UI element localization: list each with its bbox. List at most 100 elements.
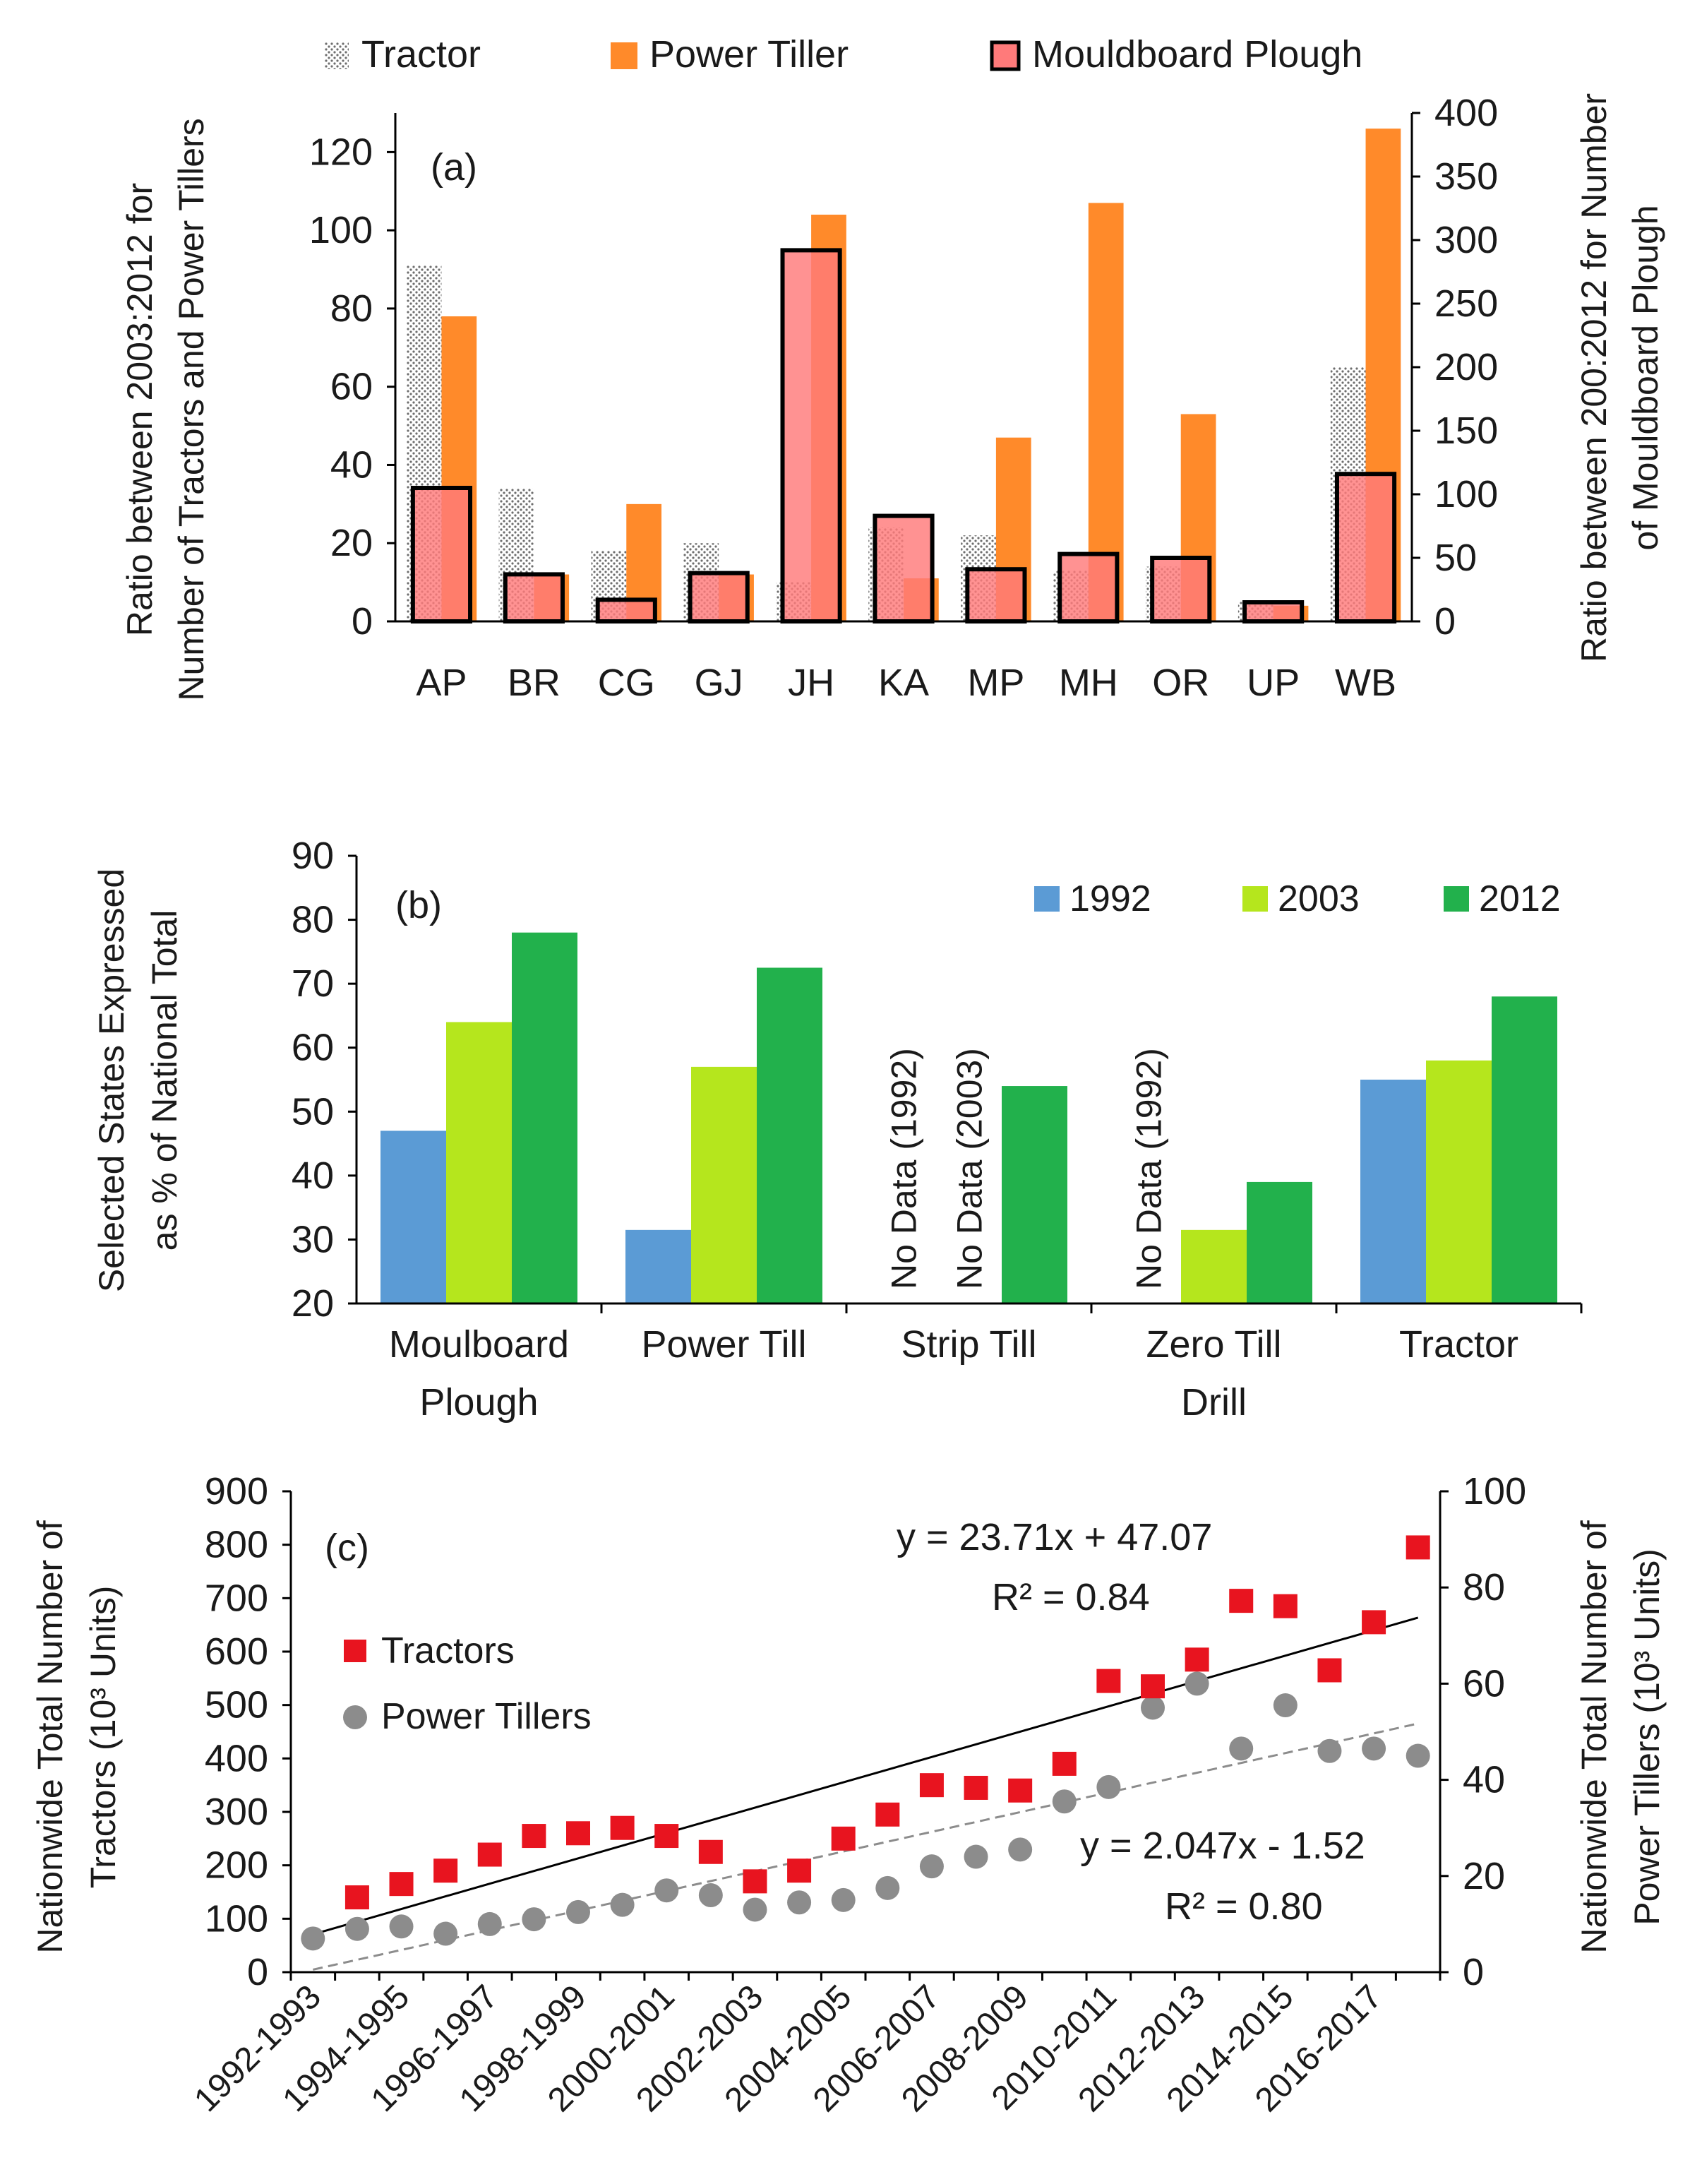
point-power-tillers-2015-2016 — [1317, 1738, 1342, 1763]
x-tick-moulboard-plough-line2: Plough — [419, 1381, 538, 1424]
bar-mouldboard-plough-mp — [965, 567, 1027, 624]
panel-b-y-label-line2: as % of National Total — [145, 910, 184, 1251]
point-tractors-2000-2001 — [654, 1824, 679, 1849]
y2-tick-250: 250 — [1434, 282, 1498, 325]
y2-tick-200: 200 — [1434, 346, 1498, 388]
y-tick-90: 90 — [292, 835, 334, 877]
point-tractors-2002-2003 — [743, 1869, 767, 1894]
y-tick-300: 300 — [205, 1791, 268, 1833]
y2-tick-0: 0 — [1463, 1951, 1484, 1993]
bar-mouldboard-plough-cg — [595, 597, 657, 624]
y-tick-50: 50 — [292, 1090, 334, 1133]
y-tick-80: 80 — [330, 287, 373, 330]
point-power-tillers-1997-1998 — [522, 1907, 546, 1932]
x-tick-tractor-line1: Tractor — [1399, 1323, 1518, 1366]
point-tractors-1996-1997 — [477, 1842, 502, 1867]
point-tractors-2014-2015 — [1273, 1594, 1298, 1618]
point-power-tillers-2006-2007 — [919, 1854, 944, 1879]
point-tractors-2005-2006 — [875, 1802, 900, 1827]
bar-mouldboard-plough-br — [503, 572, 565, 624]
x-tick-strip-till-line1: Strip Till — [901, 1323, 1036, 1366]
y-tick-100: 100 — [205, 1897, 268, 1940]
panel-a-bars — [406, 129, 1401, 624]
y-tick-20: 20 — [292, 1282, 334, 1325]
point-power-tillers-2001-2002 — [698, 1883, 723, 1908]
legend-swatch-2003 — [1242, 886, 1268, 912]
y2-tick-100: 100 — [1434, 473, 1498, 515]
tractors-trend-equation: y = 23.71x + 47.07 — [897, 1516, 1212, 1558]
point-tractors-2008-2009 — [1008, 1778, 1033, 1803]
y-tick-40: 40 — [330, 443, 373, 486]
y-tick-70: 70 — [292, 962, 334, 1005]
point-power-tillers-2014-2015 — [1273, 1693, 1298, 1718]
x-tick-gj: GJ — [695, 662, 743, 704]
point-tractors-2015-2016 — [1317, 1658, 1342, 1683]
x-tick-ka: KA — [878, 662, 929, 704]
bar-mouldboard-plough-wb — [1334, 472, 1397, 624]
x-tick-zero-till-drill-line2: Drill — [1181, 1381, 1247, 1424]
point-tractors-2010-2011 — [1096, 1669, 1121, 1693]
point-tractors-2013-2014 — [1229, 1589, 1254, 1613]
point-tractors-2001-2002 — [698, 1839, 723, 1864]
bar-mouldboard-plough-ka — [873, 513, 935, 623]
legend-label-tractors: Tractors — [381, 1630, 515, 1671]
bar-2003-moulboard-plough — [446, 1022, 512, 1303]
x-tick-ap: AP — [416, 662, 467, 704]
no-data-no-data-1992-3: No Data (1992) — [1129, 1048, 1169, 1289]
y-tick-100: 100 — [309, 209, 373, 251]
point-tractors-2016-2017 — [1362, 1610, 1386, 1635]
panel-a-y2-label-line2: of Mouldboard Plough — [1626, 205, 1665, 550]
panel-a-tag: (a) — [431, 146, 477, 189]
point-power-tillers-1996-1997 — [477, 1911, 502, 1936]
panel-c-chart: 0 100 200 300 400 500 600 700 800 900 0 20 40 60 80 100… — [30, 1470, 1667, 2119]
legend-swatch-2012 — [1444, 886, 1469, 912]
point-power-tillers-2016-2017 — [1362, 1736, 1386, 1761]
y2-tick-80: 80 — [1463, 1566, 1505, 1609]
x-tick-moulboard-plough-line1: Moulboard — [389, 1323, 569, 1366]
bar-2012-strip-till — [1002, 1086, 1067, 1303]
x-tick-br: BR — [508, 662, 561, 704]
y2-tick-300: 300 — [1434, 219, 1498, 261]
y-tick-200: 200 — [205, 1844, 268, 1887]
panel-a-ticks: AP BR CG GJ JH KA MP MH OR UP WB 0 20 40 60 80 100 120 0 50… — [309, 92, 1498, 704]
point-tractors-1999-2000 — [610, 1815, 635, 1840]
y2-tick-350: 350 — [1434, 155, 1498, 198]
panel-c-y2-label-line1: Nationwide Total Number of — [1574, 1520, 1614, 1953]
point-power-tillers-2003-2004 — [787, 1890, 812, 1915]
trendline-tractors — [312, 1616, 1419, 1935]
point-power-tillers-2012-2013 — [1185, 1671, 1209, 1696]
y2-tick-50: 50 — [1434, 537, 1477, 579]
y-tick-800: 800 — [205, 1524, 268, 1566]
point-power-tillers-1995-1996 — [433, 1921, 458, 1946]
y-tick-80: 80 — [292, 899, 334, 941]
panel-c-y-label-line2: Tractors (10³ Units) — [83, 1586, 123, 1889]
bar-power-tiller-mh — [1088, 203, 1124, 621]
bar-2012-moulboard-plough — [512, 932, 577, 1303]
legend-swatch-tractor — [325, 42, 349, 69]
legend-label-2012: 2012 — [1479, 878, 1561, 919]
panel-b-annotations: No Data (1992) No Data (2003) No Data (199… — [885, 1048, 1169, 1289]
x-tick-wb: WB — [1335, 662, 1396, 704]
y-tick-0: 0 — [352, 600, 373, 643]
panel-c-legend: Tractors Power Tillers — [343, 1630, 592, 1737]
y-tick-700: 700 — [205, 1577, 268, 1619]
point-power-tillers-2000-2001 — [654, 1878, 679, 1903]
no-data-no-data-2003-2: No Data (2003) — [950, 1048, 990, 1289]
point-tractors-2007-2008 — [964, 1775, 988, 1800]
y2-tick-40: 40 — [1463, 1759, 1505, 1801]
bar-2012-zero-till-drill — [1247, 1181, 1312, 1303]
y-tick-60: 60 — [292, 1027, 334, 1069]
point-tractors-2009-2010 — [1052, 1751, 1077, 1776]
y-tick-40: 40 — [292, 1154, 334, 1197]
y-tick-120: 120 — [309, 131, 373, 173]
y-tick-60: 60 — [330, 366, 373, 408]
point-tractors-1993-1994 — [344, 1885, 369, 1910]
bar-1992-moulboard-plough — [380, 1130, 446, 1303]
bar-1992-power-till — [625, 1229, 691, 1303]
point-tractors-2011-2012 — [1141, 1674, 1165, 1699]
bar-mouldboard-plough-ap — [410, 486, 473, 623]
panel-b-y-label-line1: Selected States Expressed — [92, 869, 131, 1292]
panel-b-bars — [380, 932, 1557, 1303]
legend-swatch-power-tiller — [611, 42, 637, 69]
